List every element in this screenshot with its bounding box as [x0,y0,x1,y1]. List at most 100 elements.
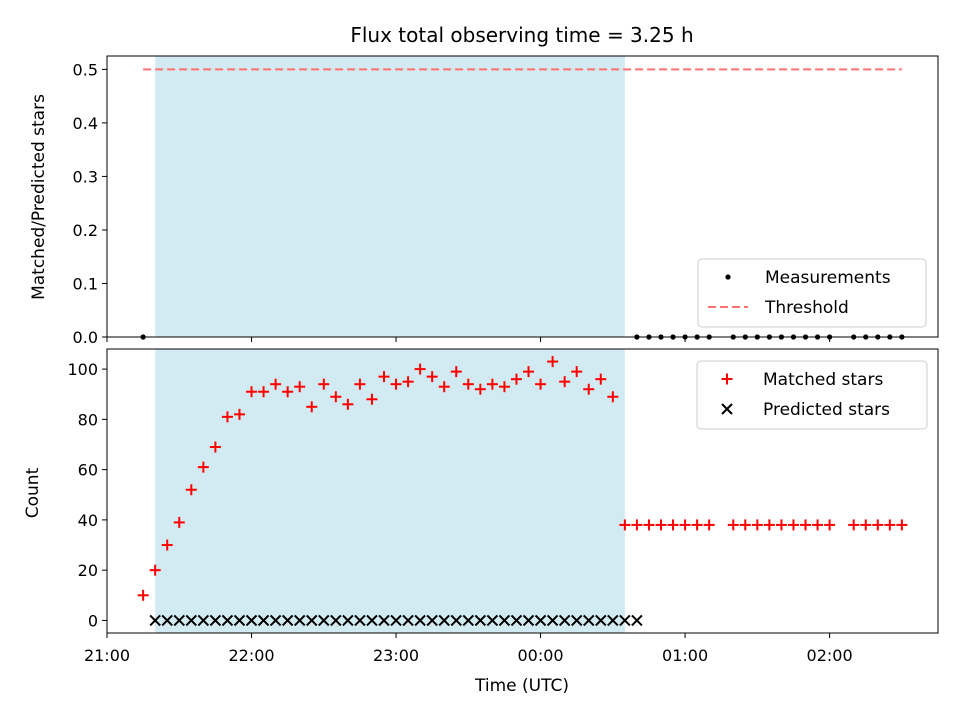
y-tick-label: 20 [78,561,98,580]
cross-stroke-b [595,614,607,627]
matched-star-point [233,408,245,420]
matched-star-point [619,519,631,531]
matched-star-point [318,378,330,390]
y-tick-label: 0.1 [73,274,98,293]
matched-star-point [462,378,474,390]
cross-stroke-b [558,614,571,627]
cross-stroke-b [245,614,258,627]
cross-stroke-b [330,614,342,627]
cross-stroke-b [378,614,390,627]
matched-star-point [607,391,619,403]
matched-star-point [595,373,607,385]
predicted-star-point [607,614,619,627]
legend-label-threshold: Threshold [764,298,849,318]
predicted-star-point [558,614,571,627]
y-tick-label: 100 [67,360,98,379]
matched-star-point [510,373,522,385]
matched-star-point [631,519,643,531]
matched-star-point [703,519,715,531]
matched-star-point [763,519,775,531]
cross-stroke-b [173,614,185,627]
matched-star-point [559,376,571,388]
predicted-star-point [414,614,426,627]
predicted-star-point [149,614,161,627]
legend-marker-matched [721,373,733,385]
legend-label-matched: Matched stars [763,370,883,390]
predicted-star-point [233,614,246,627]
matched-star-point [474,383,486,395]
predicted-star-point [402,614,414,627]
cross-stroke-b [462,614,475,627]
matched-star-point [848,519,860,531]
cross-stroke-b [390,614,402,627]
count-legend: Matched stars Predicted stars [696,360,928,430]
predicted-star-point [185,614,198,627]
predicted-star-point [546,614,559,627]
cross-stroke-b [721,403,733,415]
matched-star-point [812,519,824,531]
predicted-star-point [510,614,523,627]
matched-star-point [366,393,378,405]
matched-star-point [872,519,884,531]
matched-star-point [390,378,402,390]
predicted-star-point [245,614,258,627]
matched-star-point [185,484,197,496]
predicted-star-point [306,614,318,627]
matched-star-point [824,519,836,531]
y-tick-label: 0 [88,611,98,630]
predicted-star-point [173,614,185,627]
matched-star-point [354,378,366,390]
cross-stroke-b [257,614,270,627]
cross-stroke-b [197,614,210,627]
matched-star-point [402,376,414,388]
predicted-star-point [257,614,270,627]
cross-stroke-b [293,614,306,627]
matched-star-point [800,519,812,531]
predicted-star-point [293,614,306,627]
x-tick-label: 02:00 [807,646,853,665]
observing-window-span [155,56,625,337]
cross-stroke-b [534,614,547,627]
predicted-star-point [281,614,294,627]
y-axis-label-count: Count [23,467,43,518]
y-tick-label: 0.4 [73,114,98,133]
predicted-star-point [570,614,583,627]
ratio-axes-frame [106,55,939,338]
matched-star-point [450,366,462,378]
ratio-plot-area [140,56,905,340]
legend-box [697,258,927,328]
x-tick-label: 23:00 [373,646,419,665]
matched-star-point [282,386,294,398]
cross-stroke-b [438,614,450,627]
matched-star-point [258,386,270,398]
matched-star-point [643,519,655,531]
cross-stroke-b [450,614,462,627]
legend-marker-measurements [725,274,731,280]
cross-stroke-b [631,614,643,627]
cross-stroke-b [269,614,282,627]
matched-star-point [209,441,221,453]
cross-stroke-b [546,614,559,627]
matched-star-point [161,539,173,551]
matched-star-point [438,381,450,393]
y-tick-label: 0.2 [73,221,98,240]
chart-title: Flux total observing time = 3.25 h [350,23,693,47]
predicted-star-point [366,614,378,627]
matched-star-point [583,383,595,395]
predicted-star-point [197,614,210,627]
cross-stroke-b [426,614,438,627]
cross-stroke-b [607,614,619,627]
matched-star-point [330,391,342,403]
x-tick-label: 21:00 [84,646,130,665]
matched-star-point [739,519,751,531]
cross-stroke-b [233,614,246,627]
count-axis-ticks: 0 20 40 60 80 100 21:00 22:00 23:00 00:00 01:00 02:… [67,360,852,665]
matched-star-point [751,519,763,531]
matched-star-point [787,519,799,531]
matched-star-point [246,386,258,398]
predicted-star-point [583,614,595,627]
predicted-star-point [498,614,511,627]
ratio-panel: Flux total observing time = 3.25 h Match… [29,23,939,347]
matched-star-point [679,519,691,531]
predicted-star-point [354,614,366,627]
